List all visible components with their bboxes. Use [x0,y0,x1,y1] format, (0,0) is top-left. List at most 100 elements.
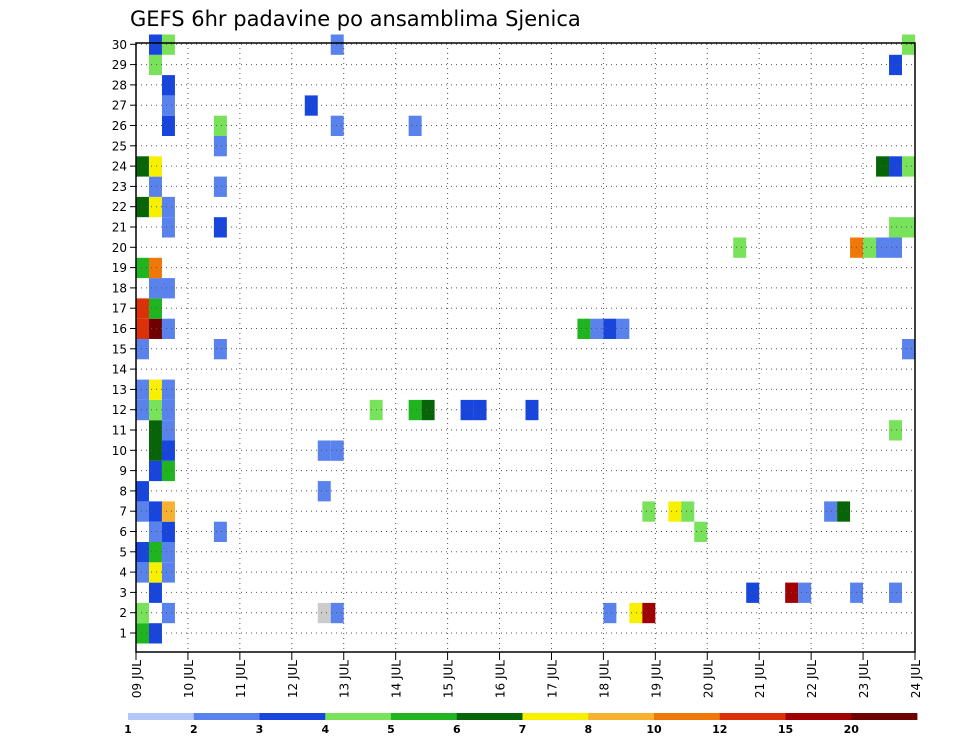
heatmap-cell [148,521,162,542]
heatmap-cell [824,501,838,522]
heatmap-cell [421,399,435,421]
x-tick-label: 22 JUL [805,660,819,698]
legend-swatch [522,713,589,720]
heatmap-cell [148,582,162,603]
y-tick-label: 4 [119,566,127,580]
x-tick-label: 16 JUL [494,660,508,698]
heatmap-cell [136,379,149,400]
y-tick-label: 20 [112,241,127,255]
heatmap-cell [136,318,149,339]
heatmap-cells [136,34,915,644]
heatmap-cell [330,115,344,136]
heatmap-cell [902,156,915,177]
x-tick-label: 14 JUL [390,660,404,698]
heatmap-cell [136,501,149,522]
heatmap-cell [317,440,331,461]
y-tick-label: 23 [112,180,127,194]
heatmap-cell [330,602,344,624]
legend-swatch [719,713,786,720]
heatmap-cell [603,602,617,624]
heatmap-cell [136,542,149,563]
legend-swatch [259,713,326,720]
heatmap-cell [148,623,162,644]
legend-swatch [325,713,392,720]
y-tick-label: 8 [119,484,127,498]
y-tick-label: 9 [119,464,127,478]
legend-label: 6 [453,723,461,736]
y-tick-label: 24 [112,160,127,174]
x-tick-label: 12 JUL [286,660,300,698]
legend-label: 2 [190,723,198,736]
heatmap-cell [603,318,617,339]
heatmap-cell [889,237,903,258]
heatmap-cell [148,196,162,218]
y-tick-label: 1 [119,627,127,641]
heatmap-cell [837,501,851,522]
heatmap-cell [317,602,331,624]
x-tick-label: 21 JUL [753,660,767,698]
x-tick-label: 11 JUL [234,660,248,698]
heatmap-cell [213,176,227,197]
legend-swatch [391,713,458,720]
y-tick-label: 16 [112,322,127,336]
y-tick-label: 7 [119,505,127,519]
legend-label: 20 [844,723,860,736]
heatmap-cell [161,115,175,136]
heatmap-cell [733,237,747,258]
heatmap-cell [161,440,175,461]
heatmap-cell [161,602,175,624]
y-tick-label: 29 [112,58,127,72]
y-tick-label: 22 [112,200,127,214]
y-tick-label: 10 [112,444,127,458]
heatmap-cell [161,379,175,400]
heatmap-cell [136,562,149,583]
heatmap-cell [136,481,149,502]
legend-label: 8 [584,723,592,736]
heatmap-cell [902,34,915,55]
heatmap-cell [161,196,175,218]
y-tick-label: 5 [119,545,127,559]
heatmap-cell [136,298,149,319]
y-tick-label: 19 [112,261,127,275]
legend-swatch [654,713,721,720]
legend-swatch [588,713,655,720]
heatmap-cell [161,562,175,583]
heatmap-cell [213,136,227,157]
heatmap-cell [161,460,175,482]
legend-label: 4 [321,723,329,736]
heatmap-cell [148,298,162,319]
heatmap-cell [148,420,162,441]
heatmap-cell [213,521,227,542]
heatmap-cell [213,339,227,360]
heatmap-cell [629,602,643,624]
legend-label: 12 [712,723,727,736]
heatmap-cell [863,237,877,258]
grid-lines [136,43,915,652]
y-tick-label: 25 [112,139,127,153]
heatmap-cell [148,257,162,279]
axes: 1234567891011121314151617181920212223242… [112,38,923,698]
heatmap-cell [642,501,656,522]
heatmap-cell [148,54,162,76]
heatmap-cell [161,521,175,542]
y-tick-label: 6 [119,525,127,539]
heatmap-cell [148,399,162,421]
heatmap-cell [136,156,149,177]
heatmap-cell [161,542,175,563]
y-tick-label: 11 [112,424,127,438]
legend-swatch [785,713,852,720]
y-tick-label: 2 [119,606,127,620]
y-tick-label: 28 [112,78,127,92]
x-tick-label: 10 JUL [182,660,196,698]
heatmap-cell [148,379,162,400]
heatmap-cell [136,257,149,279]
heatmap-cell [161,95,175,116]
heatmap-cell [889,54,903,76]
legend-swatch [193,713,260,720]
y-tick-label: 17 [112,302,127,316]
heatmap-cell [681,501,695,522]
y-tick-label: 18 [112,281,127,295]
plot-frame [135,42,916,653]
heatmap-cell [148,34,162,55]
